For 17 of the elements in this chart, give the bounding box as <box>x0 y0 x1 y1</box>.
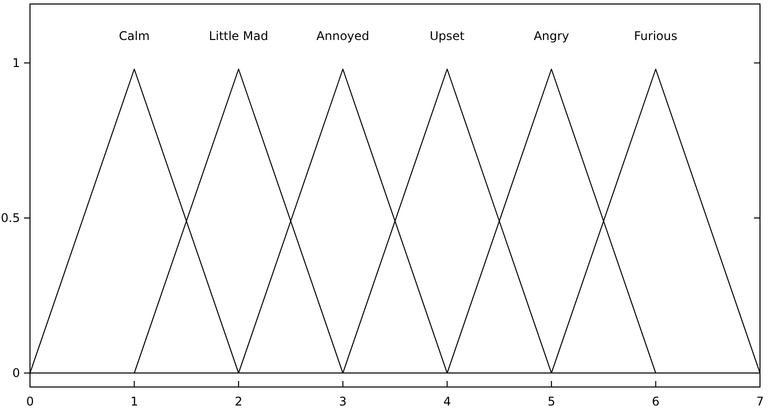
x-tick-label: 3 <box>339 394 347 409</box>
text: Angry <box>534 29 570 43</box>
x-tick-label: 7 <box>756 394 764 409</box>
text: Calm <box>118 29 150 43</box>
text: Furious <box>634 29 678 43</box>
x-tick-label: 1 <box>130 394 138 409</box>
y-tick-label: 1 <box>12 56 20 70</box>
x-tick-label: 6 <box>652 394 660 409</box>
x-tick-label: 2 <box>234 394 242 409</box>
text: Upset <box>430 29 465 43</box>
y-tick-label: 0 <box>12 366 20 380</box>
text: Annoyed <box>316 29 370 43</box>
x-tick-label: 5 <box>548 394 556 409</box>
x-tick-label: 4 <box>443 394 451 409</box>
y-tick-label: 0.5 <box>0 210 20 225</box>
text: Little Mad <box>208 29 268 43</box>
x-tick-label: 0 <box>26 394 34 409</box>
